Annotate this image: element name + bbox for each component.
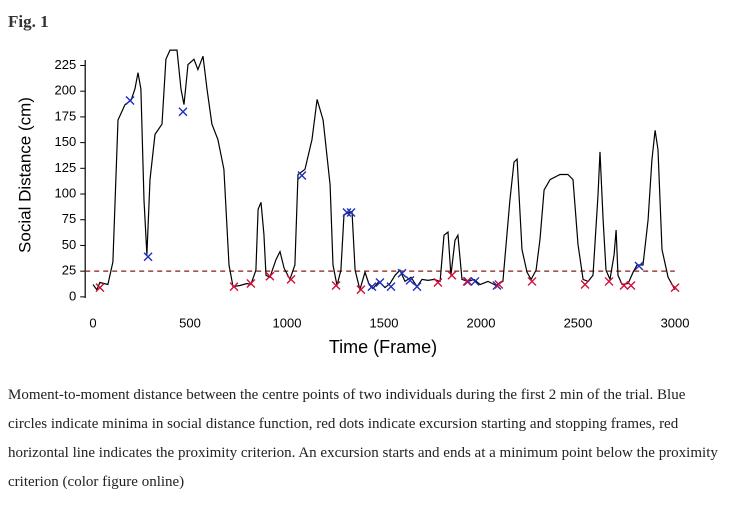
y-tick-label: 50 <box>62 237 76 252</box>
minimum-marker <box>386 282 396 292</box>
excursion-marker <box>670 283 680 293</box>
minimum-marker <box>367 282 377 292</box>
excursion-marker <box>462 276 472 286</box>
minimum-marker <box>297 171 307 181</box>
y-axis-label: Social Distance (cm) <box>15 97 34 253</box>
x-tick-label: 2500 <box>564 315 593 330</box>
excursion-marker <box>286 274 296 284</box>
x-tick-label: 3000 <box>661 315 690 330</box>
minimum-marker <box>346 208 356 218</box>
x-tick-label: 500 <box>179 315 201 330</box>
x-tick-label: 0 <box>89 315 96 330</box>
excursion-marker <box>604 276 614 286</box>
y-tick-label: 100 <box>54 185 76 200</box>
y-tick-label: 125 <box>54 160 76 175</box>
excursion-marker <box>447 270 457 280</box>
minimum-marker <box>634 261 644 271</box>
y-tick-label: 75 <box>62 211 76 226</box>
minimum-marker <box>178 107 188 117</box>
minimum-marker <box>470 276 480 286</box>
y-tick-label: 225 <box>54 57 76 72</box>
minimum-marker <box>143 252 153 262</box>
y-tick-label: 175 <box>54 108 76 123</box>
y-tick-label: 25 <box>62 263 76 278</box>
distance-line <box>92 49 676 293</box>
x-axis-label: Time (Frame) <box>329 337 437 357</box>
excursion-marker <box>356 285 366 295</box>
excursion-marker <box>229 282 239 292</box>
minimum-marker <box>375 277 385 287</box>
excursion-marker <box>433 277 443 287</box>
chart: Time (Frame) Social Distance (cm) 0 25 50 7… <box>15 49 690 357</box>
excursion-marker <box>331 281 341 291</box>
excursion-marker <box>246 278 256 288</box>
y-tick-label: 150 <box>54 134 76 149</box>
excursion-marker <box>619 281 629 291</box>
y-tick-label: 0 <box>69 288 76 303</box>
excursion-marker <box>494 280 504 290</box>
caption: Moment-to-moment distance between the ce… <box>8 387 718 490</box>
y-tick-label: 200 <box>54 83 76 98</box>
figure-label: Fig. 1 <box>8 12 49 31</box>
excursion-marker <box>626 281 636 291</box>
x-tick-label: 1000 <box>273 315 302 330</box>
minimum-marker <box>125 95 135 105</box>
minimum-marker <box>412 282 422 292</box>
excursion-marker <box>265 271 275 281</box>
excursion-marker <box>527 276 537 286</box>
excursion-marker <box>95 283 105 293</box>
x-tick-label: 2000 <box>467 315 496 330</box>
minimum-marker <box>397 268 407 278</box>
x-tick-label: 1500 <box>370 315 399 330</box>
excursion-marker <box>580 280 590 290</box>
minimum-marker <box>342 208 352 218</box>
